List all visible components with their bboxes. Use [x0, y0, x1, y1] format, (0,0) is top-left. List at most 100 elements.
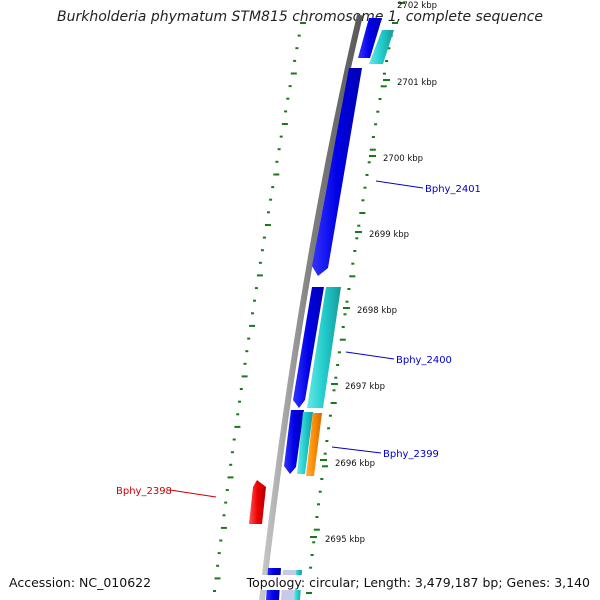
ring-dot — [387, 47, 391, 50]
ring-dot — [253, 299, 256, 302]
ring-dot — [217, 552, 221, 555]
scale-tick-labels: 2702 kbp 2701 kbp 2700 kbp 2699 kbp 2698… — [325, 1, 437, 545]
scale-tick-label: 2702 kbp — [397, 1, 437, 11]
ring-dot — [325, 440, 329, 442]
ring-dot — [290, 72, 297, 75]
ring-dot — [262, 236, 266, 239]
scale-tick-label: 2700 kbp — [383, 154, 423, 164]
ring-dot — [367, 161, 371, 164]
ring-dot — [293, 59, 297, 62]
ring-dot — [336, 364, 340, 366]
ring-dot — [330, 402, 337, 404]
scale-tick-label: 2698 kbp — [357, 306, 397, 316]
ring-dot — [229, 463, 233, 466]
gene-feature-bphy-2399-blue[interactable] — [284, 410, 304, 474]
ring-dot — [328, 414, 332, 417]
ring-dot — [363, 186, 367, 189]
ring-dot — [371, 136, 375, 138]
ring-dot — [220, 526, 227, 529]
ring-dot — [359, 212, 366, 214]
ring-dot — [219, 539, 223, 542]
ring-dot — [254, 287, 258, 290]
ring-dot — [334, 376, 338, 379]
ring-dot — [260, 249, 264, 252]
ring-dot — [264, 224, 271, 226]
ring-dot — [238, 400, 241, 403]
ring-dot — [256, 274, 263, 277]
ring-dot — [355, 237, 359, 240]
ring-dot — [273, 173, 280, 176]
chromosome-backbone — [259, 14, 363, 600]
gene-feature-top-cyan[interactable] — [369, 30, 394, 64]
ring-dot — [214, 577, 221, 580]
outer-tick-ring-left — [213, 22, 306, 592]
ring-dot — [279, 135, 283, 138]
label-leader-bphy-2398 — [169, 489, 217, 498]
ring-dot — [315, 516, 319, 518]
ring-dot — [249, 324, 256, 327]
ring-dot — [310, 554, 314, 556]
ring-dot — [243, 362, 247, 365]
ring-dot — [320, 478, 324, 480]
ring-dot — [281, 123, 288, 125]
ring-dot — [213, 590, 216, 592]
scale-ticks — [310, 2, 405, 538]
ring-dot — [376, 110, 380, 113]
ring-dot — [361, 199, 365, 202]
label-leader-bphy-2400 — [345, 351, 395, 360]
ring-dot — [269, 198, 273, 201]
ring-dot — [380, 85, 387, 88]
ring-dot — [286, 97, 290, 100]
ring-dot — [378, 98, 382, 100]
label-leader-bphy-2401 — [375, 180, 424, 189]
ring-dot — [349, 275, 356, 278]
ring-dot — [332, 389, 336, 392]
ring-dot — [322, 465, 328, 468]
ring-dot — [236, 413, 240, 416]
ring-dot — [239, 388, 243, 390]
ring-dot — [339, 338, 346, 341]
gene-feature-bphy-2400-blue[interactable] — [293, 287, 324, 408]
ring-dot — [297, 34, 301, 37]
map-title: Burkholderia phymatum STM815 chromosome … — [56, 9, 543, 25]
scale-tick-label: 2701 kbp — [397, 78, 437, 88]
ring-dot — [225, 489, 229, 491]
ring-dot — [222, 514, 226, 517]
ring-dot — [374, 123, 378, 126]
ring-dot — [234, 425, 241, 428]
ring-dot — [318, 490, 322, 493]
scale-tick-label: 2695 kbp — [325, 535, 365, 545]
ring-dot — [271, 186, 275, 189]
ring-dot — [382, 72, 386, 75]
ring-dot — [267, 211, 270, 214]
gene-label-bphy-2400[interactable]: Bphy_2400 — [396, 355, 452, 366]
gene-feature-bphy-2400-cyan[interactable] — [307, 287, 341, 408]
ring-dot — [224, 501, 228, 504]
ring-dot — [343, 313, 347, 316]
gene-feature-bphy-2399-cyan[interactable] — [297, 412, 313, 474]
ring-dot — [258, 261, 262, 264]
ring-dot — [216, 564, 220, 567]
accession-label: Accession: NC_010622 — [9, 575, 152, 590]
ring-dot — [241, 375, 248, 378]
ring-dot — [309, 566, 313, 569]
gene-feature-bphy-2399-orange[interactable] — [306, 413, 322, 476]
ring-dot — [245, 350, 249, 353]
label-leader-bphy-2399 — [331, 446, 382, 454]
gene-label-bphy-2398[interactable]: Bphy_2398 — [116, 486, 172, 497]
gene-label-bphy-2401[interactable]: Bphy_2401 — [425, 184, 481, 195]
ring-dot — [306, 592, 312, 594]
gene-feature-bphy-2401[interactable] — [312, 68, 362, 276]
ring-dot — [227, 476, 234, 479]
ring-dot — [288, 85, 292, 88]
gene-feature-bphy-2398[interactable] — [249, 480, 266, 524]
ring-dot — [347, 288, 351, 290]
scale-tick-label: 2699 kbp — [369, 230, 409, 240]
gene-feature-top-blue[interactable] — [358, 18, 382, 58]
ring-dot — [295, 47, 299, 50]
ring-dot — [392, 22, 398, 24]
gene-label-bphy-2399[interactable]: Bphy_2399 — [383, 449, 439, 460]
ring-dot — [323, 452, 327, 455]
